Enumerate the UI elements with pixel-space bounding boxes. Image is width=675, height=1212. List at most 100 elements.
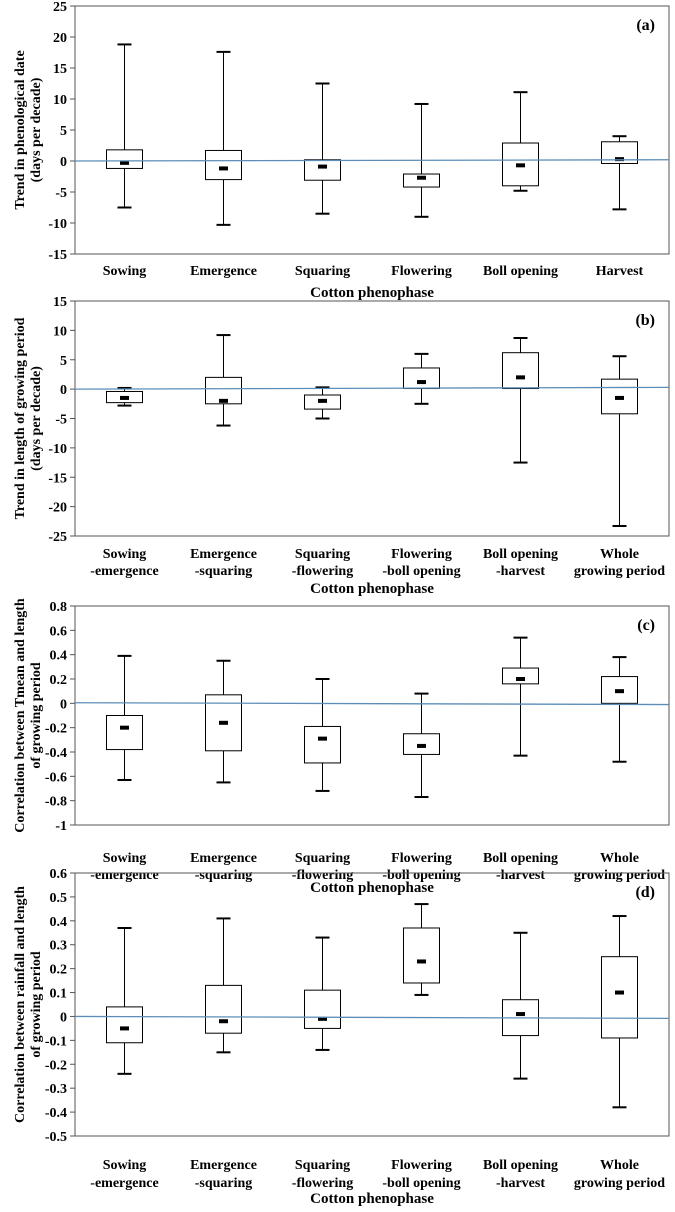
iqr-box xyxy=(502,667,539,685)
median-mark xyxy=(318,736,327,741)
category-label: Squaring xyxy=(295,851,350,866)
category-label-line2: growing period xyxy=(574,1176,665,1191)
category-label-line2: -squaring xyxy=(195,1176,253,1191)
y-tick-label: 0 xyxy=(60,383,67,398)
y-tick-label: 10 xyxy=(53,324,67,339)
reference-line xyxy=(74,159,670,162)
iqr-box xyxy=(403,927,440,984)
box-1 xyxy=(205,659,242,784)
x-axis-title: Cotton phenophase xyxy=(310,880,434,896)
box-5 xyxy=(601,355,638,528)
panel-label: (c) xyxy=(637,617,655,634)
x-axis-title: Cotton phenophase xyxy=(310,285,434,301)
category-label-line2: -boll opening xyxy=(382,868,460,883)
box-0 xyxy=(106,43,143,209)
iqr-box xyxy=(601,956,638,1039)
plot-frame xyxy=(74,872,670,1137)
panel-label: (d) xyxy=(635,884,655,901)
category-label: Squaring xyxy=(295,547,350,562)
category-label: Boll opening xyxy=(483,547,558,562)
y-tick-label: -5 xyxy=(55,186,67,201)
iqr-box xyxy=(502,142,539,187)
category-label: Boll opening xyxy=(483,1158,558,1173)
y-tick-label: -25 xyxy=(48,530,67,545)
y-tick-label: -0.2 xyxy=(45,1058,67,1073)
x-axis-title: Cotton phenophase xyxy=(310,581,434,597)
median-mark xyxy=(516,375,525,380)
median-mark xyxy=(615,157,624,162)
iqr-box xyxy=(205,149,242,181)
y-tick-label: -0.6 xyxy=(45,770,67,785)
reference-line xyxy=(74,702,670,706)
box-3 xyxy=(403,692,440,799)
category-label-line2: -emergence xyxy=(90,1176,158,1191)
plot-frame xyxy=(74,5,670,255)
median-mark xyxy=(417,959,426,964)
iqr-box xyxy=(403,367,440,390)
y-tick-label: 0.8 xyxy=(50,600,68,615)
y-tick-label: -5 xyxy=(55,413,67,428)
iqr-box xyxy=(304,989,341,1029)
category-label: Boll opening xyxy=(483,264,558,279)
y-tick-label: -0.8 xyxy=(45,795,67,810)
y-tick-label: 0 xyxy=(60,697,67,712)
category-label: Harvest xyxy=(596,264,644,279)
plot-frame xyxy=(74,300,670,537)
category-label: Flowering xyxy=(391,547,452,562)
panel-label: (a) xyxy=(636,17,655,34)
y-tick-label: 25 xyxy=(53,0,67,15)
y-tick-label: 0.5 xyxy=(50,891,68,906)
y-tick-label: -0.3 xyxy=(45,1082,67,1097)
median-mark xyxy=(318,1016,327,1021)
box-2 xyxy=(304,82,341,215)
y-axis-title: Trend in phenological date xyxy=(13,50,28,209)
median-mark xyxy=(219,398,228,403)
y-tick-label: -0.4 xyxy=(45,1106,67,1121)
y-tick-label: -0.1 xyxy=(45,1034,67,1049)
category-label: Emergence xyxy=(190,851,257,866)
iqr-box xyxy=(502,352,539,390)
iqr-box xyxy=(106,1006,143,1044)
median-mark xyxy=(516,1012,525,1017)
iqr-box xyxy=(106,715,143,751)
median-mark xyxy=(615,689,624,694)
category-label: Whole xyxy=(600,851,639,866)
category-label-line2: -emergence xyxy=(90,564,158,579)
y-axis-title: of growing period xyxy=(29,951,44,1058)
median-mark xyxy=(318,398,327,403)
median-mark xyxy=(219,166,228,171)
y-tick-label: 5 xyxy=(60,124,67,139)
y-tick-label: 0.6 xyxy=(50,867,68,882)
box-3 xyxy=(403,102,440,218)
box-5 xyxy=(601,656,638,763)
box-1 xyxy=(205,917,242,1054)
median-mark xyxy=(219,1019,228,1024)
y-tick-label: 0 xyxy=(60,1010,67,1025)
median-mark xyxy=(516,677,525,681)
box-4 xyxy=(502,91,539,192)
y-tick-label: -0.5 xyxy=(45,1130,67,1145)
reference-line xyxy=(74,1015,670,1020)
box-4 xyxy=(502,337,539,464)
y-tick-label: 0 xyxy=(60,155,67,170)
plot-frame xyxy=(74,605,670,826)
box-5 xyxy=(601,915,638,1109)
y-axis-title: Trend in length of growing period xyxy=(13,317,28,519)
box-0 xyxy=(106,386,143,407)
iqr-box xyxy=(403,173,440,188)
y-tick-label: 10 xyxy=(53,93,67,108)
y-tick-label: -10 xyxy=(48,442,67,457)
y-axis-title: of growing period xyxy=(29,662,44,769)
median-mark xyxy=(120,395,129,400)
y-tick-label: 0.3 xyxy=(50,939,68,954)
median-mark xyxy=(417,175,426,180)
y-tick-label: 20 xyxy=(53,31,67,46)
box-3 xyxy=(403,903,440,996)
iqr-box xyxy=(304,725,341,764)
category-label: Boll opening xyxy=(483,851,558,866)
x-axis-title: Cotton phenophase xyxy=(310,1191,434,1207)
box-1 xyxy=(205,50,242,226)
category-label: Sowing xyxy=(103,547,147,562)
category-label-line2: -boll opening xyxy=(382,564,460,579)
y-tick-label: 0.6 xyxy=(50,624,68,639)
